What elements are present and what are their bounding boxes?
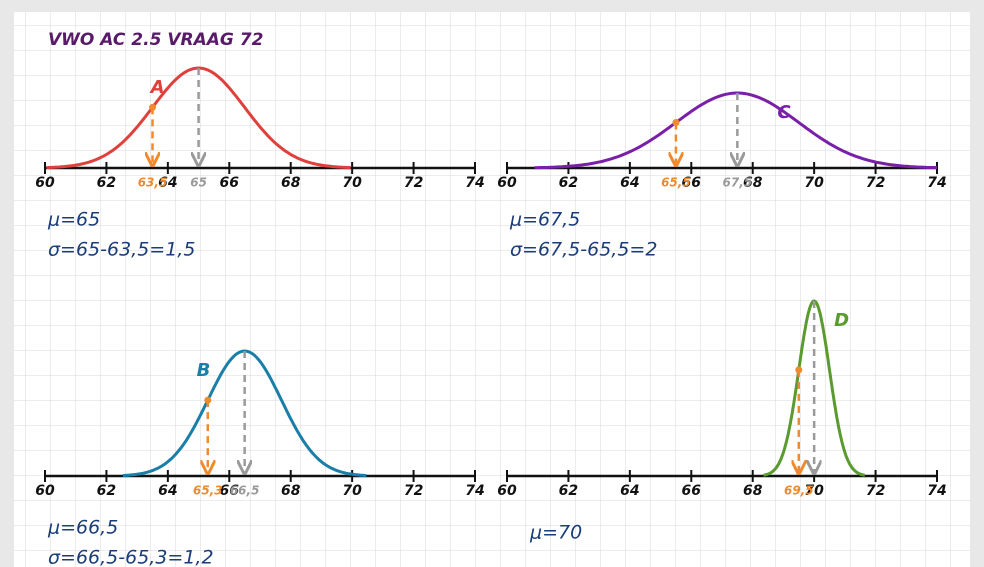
x-tick-label: 64 [158,483,177,499]
x-tick-label: 66 [682,483,702,499]
x-tick-label: 62 [559,175,578,191]
x-tick-label: 64 [620,175,639,191]
formula: μ=66,5 [47,517,118,539]
x-tick-label: 66 [220,483,240,499]
marker-label: 67,5 [723,176,753,190]
x-tick-label: 64 [158,175,177,191]
x-tick-label: 72 [404,175,423,191]
point [795,366,803,374]
formula: σ=66,5-65,3=1,2 [48,547,214,567]
marker-label: 65,5 [661,176,691,190]
x-tick-label: 64 [620,483,639,499]
x-tick-label: 72 [866,483,885,499]
formula: σ=65-63,5=1,5 [48,239,195,261]
x-tick-label: 70 [342,483,362,499]
marker-label: 65,3 [193,484,223,498]
formula: σ=67,5-65,5=2 [510,239,657,261]
point [149,103,156,111]
x-tick-label: 74 [465,175,484,191]
x-tick-label: 60 [497,175,517,191]
curve-label: B [197,360,211,381]
x-tick-label: 70 [804,175,824,191]
x-tick-label: 60 [35,175,55,191]
x-tick-label: 74 [927,483,946,499]
marker-label: 65 [190,176,207,190]
x-tick-label: 66 [220,175,240,191]
curve-label: A [149,77,165,98]
formula: μ=67,5 [509,209,580,231]
x-tick-label: 68 [743,175,763,191]
point [672,119,680,127]
x-tick-label: 68 [281,483,301,499]
x-tick-label: 68 [281,175,301,191]
x-tick-label: 60 [35,483,55,499]
x-tick-label: 62 [97,175,116,191]
marker-label: 66,5 [230,484,260,498]
formula: μ=65 [47,209,100,231]
x-tick-label: 66 [682,175,702,191]
curve-label: C [777,102,791,123]
formula: μ=70 [529,522,582,544]
x-tick-label: 62 [97,483,116,499]
x-tick-label: 70 [804,483,824,499]
marker-label: 69,5 [784,484,814,498]
curve-label: D [834,310,849,331]
x-tick-label: 60 [497,483,517,499]
x-tick-label: 62 [559,483,578,499]
normal-curve [534,91,938,170]
x-tick-label: 74 [465,483,484,499]
x-tick-label: 72 [866,175,885,191]
point [204,396,212,404]
x-tick-label: 74 [927,175,946,191]
title: VWO AC 2.5 VRAAG 72 [48,30,263,50]
x-tick-label: 70 [342,175,362,191]
x-tick-label: 72 [404,483,423,499]
marker-label: 63,5 [138,176,168,190]
x-tick-label: 68 [743,483,763,499]
